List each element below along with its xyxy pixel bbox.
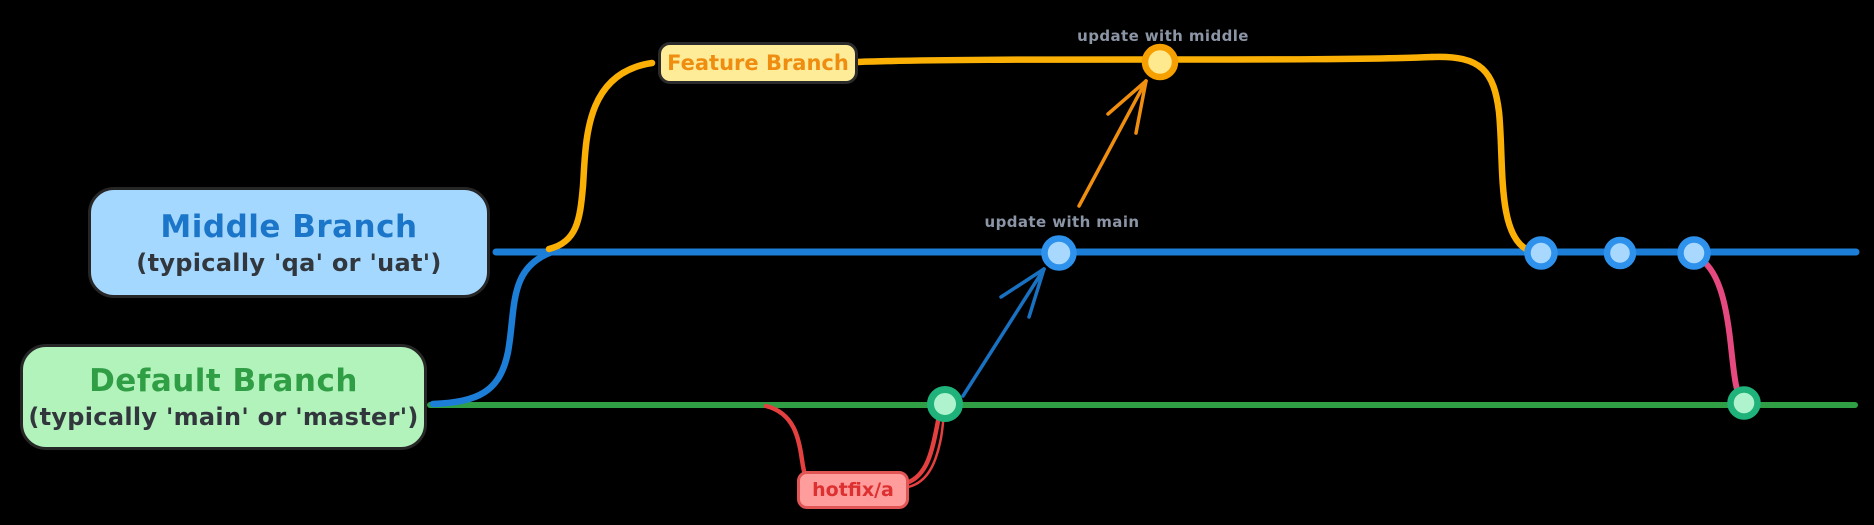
merge-arrow-middle-barb-left — [1106, 79, 1148, 116]
update-with-middle-annotation: update with middle — [1077, 27, 1249, 45]
merge-arrow-middle-to-feature — [1077, 79, 1148, 208]
middle-commit-dot-4 — [1677, 236, 1711, 270]
feature-update-commit-dot — [1141, 43, 1179, 81]
middle-branch-fork-curve — [429, 248, 556, 408]
merge-arrow-middle-shaft — [1077, 79, 1148, 208]
update-with-main-annotation: update with main — [984, 213, 1140, 231]
merge-arrow-main-to-middle — [961, 267, 1046, 398]
middle-branch-title: Middle Branch — [160, 208, 418, 245]
middle-update-commit-dot — [1041, 235, 1077, 271]
feature-branch-label-pill: Feature Branch — [658, 42, 858, 84]
default-hotfix-merge-commit-dot — [927, 386, 963, 422]
default-branch-subtitle: (typically 'main' or 'master') — [28, 403, 419, 431]
merge-arrow-middle-barb-right — [1134, 79, 1148, 135]
middle-commit-dot-2 — [1524, 236, 1558, 270]
merge-arrow-main-barb-right — [1027, 267, 1046, 319]
default-final-merge-commit-dot — [1727, 386, 1761, 420]
middle-commit-dot-3 — [1603, 236, 1637, 270]
middle-branch-subtitle: (typically 'qa' or 'uat') — [136, 248, 442, 277]
feature-branch-merge-curve — [1428, 53, 1530, 253]
default-branch-label-box: Default Branch (typically 'main' or 'mas… — [20, 344, 427, 450]
merge-to-default-curve — [1694, 254, 1746, 404]
merge-arrow-main-barb-left — [999, 267, 1046, 299]
default-branch-title: Default Branch — [89, 363, 358, 399]
hotfix-branch-label-pill: hotfix/a — [797, 471, 909, 509]
merge-arrow-main-shaft — [961, 267, 1046, 398]
feature-branch-fork-curve — [545, 59, 656, 253]
middle-branch-label-box: Middle Branch (typically 'qa' or 'uat') — [88, 187, 490, 298]
hotfix-branch-title: hotfix/a — [812, 479, 894, 501]
feature-branch-title: Feature Branch — [667, 51, 849, 75]
